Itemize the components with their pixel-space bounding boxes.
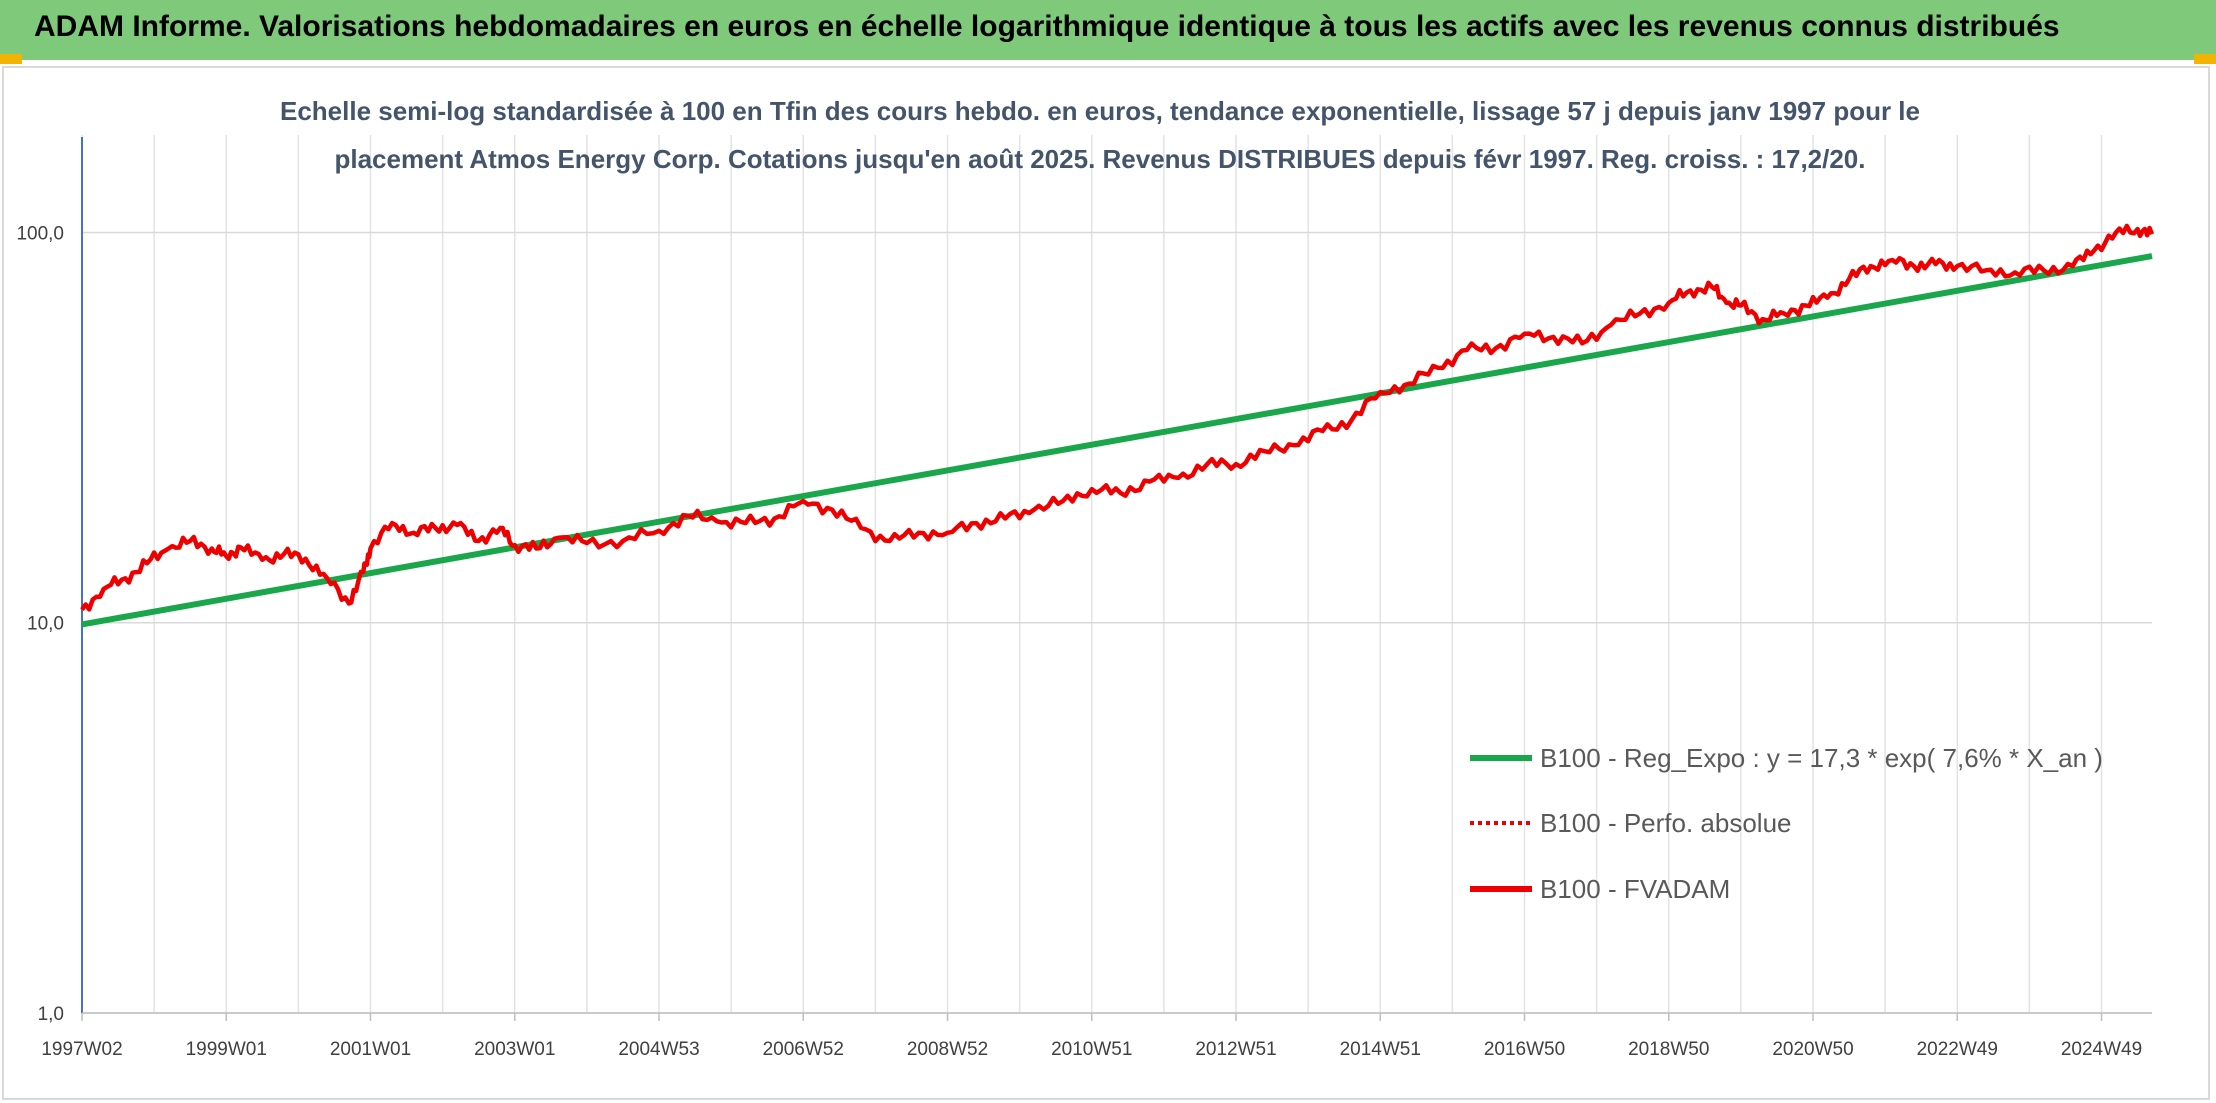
x-tick-label: 2003W01 — [474, 1039, 555, 1060]
report-title: ADAM Informe. Valorisations hebdomadaire… — [34, 10, 2060, 43]
x-tick-label: 2008W52 — [907, 1039, 988, 1060]
grid-layer — [81, 135, 2152, 1014]
chart-title-line-2: placement Atmos Energy Corp. Cotations j… — [334, 144, 1865, 174]
y-tick-label: 100,0 — [16, 223, 64, 244]
x-tick-label: 1999W01 — [186, 1039, 267, 1060]
title-banner: ADAM Informe. Valorisations hebdomadaire… — [0, 0, 2216, 60]
x-tick-label: 2004W53 — [618, 1039, 699, 1060]
axis-layer: 1,0 10,0 100,0 1997W02 1999W01 2001W01 2003W01… — [16, 137, 2152, 1060]
legend: B100 - Reg_Expo : y = 17,3 * exp( 7,6% *… — [1470, 743, 2103, 904]
legend-label-trend: B100 - Reg_Expo : y = 17,3 * exp( 7,6% *… — [1540, 743, 2103, 773]
x-tick-label: 2010W51 — [1051, 1039, 1132, 1060]
chart-title-line-1: Echelle semi-log standardisée à 100 en T… — [280, 96, 1920, 126]
fvadam-line — [80, 223, 2155, 612]
x-tick-label: 2020W50 — [1772, 1039, 1853, 1060]
x-tick-label: 2016W50 — [1484, 1039, 1565, 1060]
x-tick-label: 2014W51 — [1340, 1039, 1421, 1060]
x-tick-label: 2024W49 — [2061, 1039, 2142, 1060]
x-tick-label: 1997W02 — [41, 1039, 122, 1060]
legend-label-fvadam: B100 - FVADAM — [1540, 874, 1730, 904]
corner-mark-right — [2194, 54, 2216, 64]
y-tick-label: 10,0 — [27, 614, 64, 635]
chart-frame — [2, 66, 2210, 1100]
trend-line — [81, 253, 2153, 628]
x-tick-label: 2018W50 — [1628, 1039, 1709, 1060]
corner-mark-left — [0, 54, 22, 64]
series-layer — [80, 223, 2155, 628]
x-tick-label: 2001W01 — [330, 1039, 411, 1060]
x-tick-label: 2012W51 — [1195, 1039, 1276, 1060]
legend-label-absolute: B100 - Perfo. absolue — [1540, 808, 1792, 838]
x-tick-label: 2022W49 — [1917, 1039, 1998, 1060]
y-tick-label: 1,0 — [38, 1004, 64, 1025]
x-tick-label: 2006W52 — [763, 1039, 844, 1060]
